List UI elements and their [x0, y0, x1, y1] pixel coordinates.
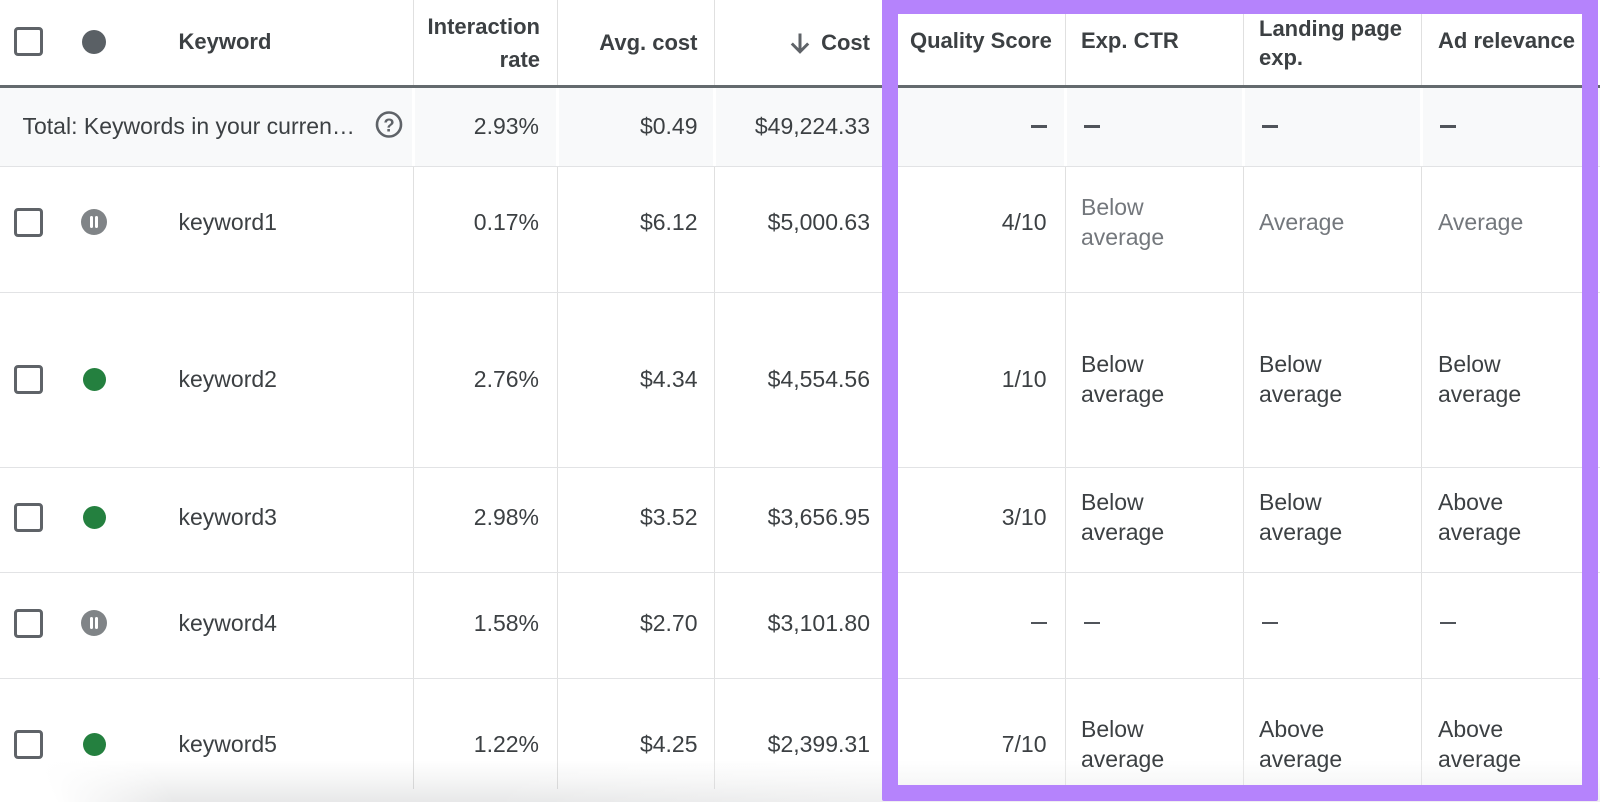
svg-text:?: ? — [383, 114, 394, 135]
